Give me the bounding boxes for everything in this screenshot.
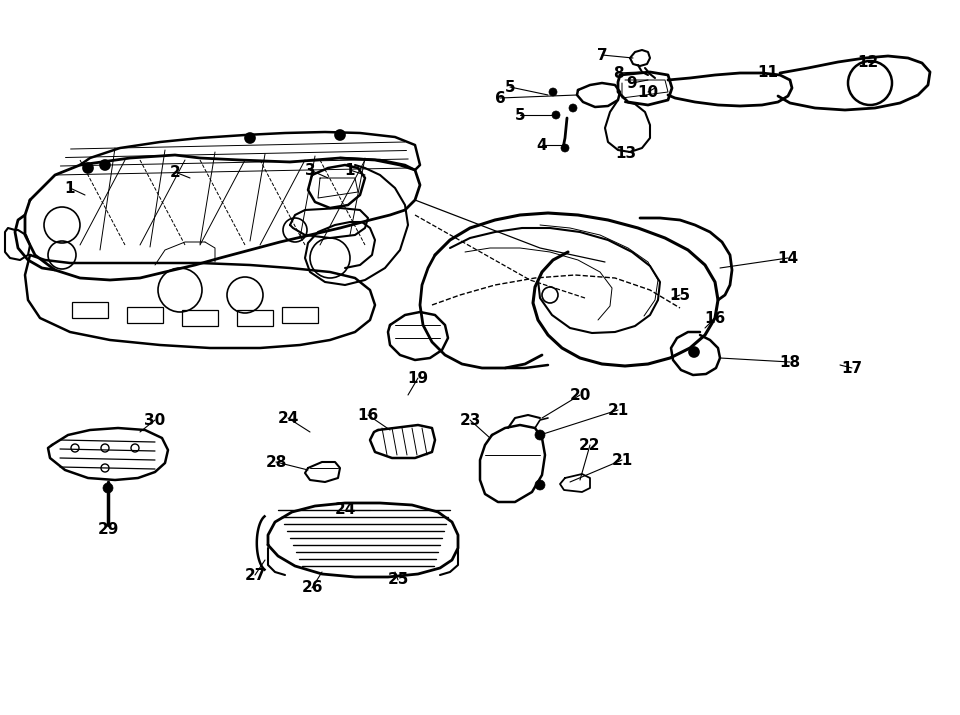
Text: 10: 10 bbox=[637, 84, 659, 99]
Text: 28: 28 bbox=[265, 455, 287, 470]
Text: 5: 5 bbox=[505, 79, 516, 94]
Text: 11: 11 bbox=[757, 64, 779, 79]
Bar bbox=[182, 310, 218, 326]
Circle shape bbox=[535, 430, 545, 440]
Text: 5: 5 bbox=[515, 107, 525, 122]
Circle shape bbox=[335, 130, 345, 140]
Circle shape bbox=[549, 88, 557, 96]
Text: 15: 15 bbox=[669, 287, 690, 302]
Text: 16: 16 bbox=[357, 408, 378, 423]
Text: 21: 21 bbox=[612, 453, 633, 468]
Text: 17: 17 bbox=[841, 360, 863, 375]
Circle shape bbox=[245, 133, 255, 143]
Text: 8: 8 bbox=[612, 66, 623, 81]
Text: 29: 29 bbox=[97, 523, 119, 538]
Text: 12: 12 bbox=[857, 54, 878, 69]
Text: 7: 7 bbox=[597, 47, 608, 62]
Text: 16: 16 bbox=[705, 310, 726, 325]
Bar bbox=[72, 302, 108, 318]
Bar bbox=[127, 307, 163, 323]
Text: 25: 25 bbox=[387, 573, 409, 588]
Text: 21: 21 bbox=[608, 403, 629, 418]
Text: 6: 6 bbox=[494, 91, 505, 106]
Text: 3: 3 bbox=[304, 162, 315, 177]
Text: 24: 24 bbox=[277, 410, 299, 425]
Text: 9: 9 bbox=[627, 76, 637, 91]
Text: 23: 23 bbox=[459, 413, 481, 428]
Circle shape bbox=[535, 480, 545, 490]
Text: 19: 19 bbox=[407, 370, 428, 385]
Bar bbox=[282, 307, 318, 323]
Circle shape bbox=[569, 104, 577, 112]
Text: 1: 1 bbox=[64, 180, 75, 195]
Text: 18: 18 bbox=[780, 355, 801, 370]
Text: 1: 1 bbox=[345, 162, 355, 177]
Text: 14: 14 bbox=[778, 250, 799, 265]
Text: 22: 22 bbox=[579, 438, 601, 453]
Circle shape bbox=[103, 483, 113, 493]
Circle shape bbox=[100, 160, 110, 170]
Text: 2: 2 bbox=[170, 164, 180, 179]
Text: 24: 24 bbox=[334, 503, 356, 518]
Circle shape bbox=[689, 347, 699, 357]
Circle shape bbox=[561, 144, 569, 152]
Text: 20: 20 bbox=[569, 388, 590, 403]
Circle shape bbox=[83, 163, 93, 173]
Text: 13: 13 bbox=[615, 145, 636, 160]
Bar bbox=[237, 310, 273, 326]
Text: 4: 4 bbox=[537, 137, 547, 152]
Circle shape bbox=[552, 111, 560, 119]
Text: 27: 27 bbox=[244, 568, 266, 583]
Text: 26: 26 bbox=[301, 581, 323, 596]
Text: 30: 30 bbox=[144, 413, 166, 428]
